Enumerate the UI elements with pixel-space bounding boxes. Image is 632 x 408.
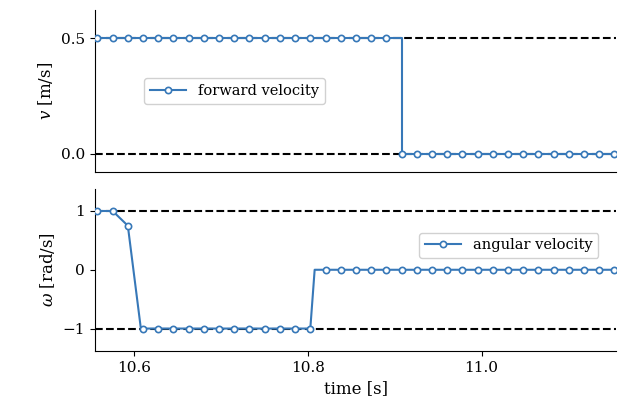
Y-axis label: $v$ [m/s]: $v$ [m/s] — [36, 62, 55, 120]
Y-axis label: $\omega$ [rad/s]: $\omega$ [rad/s] — [38, 232, 57, 307]
Legend: angular velocity: angular velocity — [419, 233, 599, 258]
Legend: forward velocity: forward velocity — [144, 78, 325, 104]
X-axis label: time [s]: time [s] — [324, 380, 387, 397]
